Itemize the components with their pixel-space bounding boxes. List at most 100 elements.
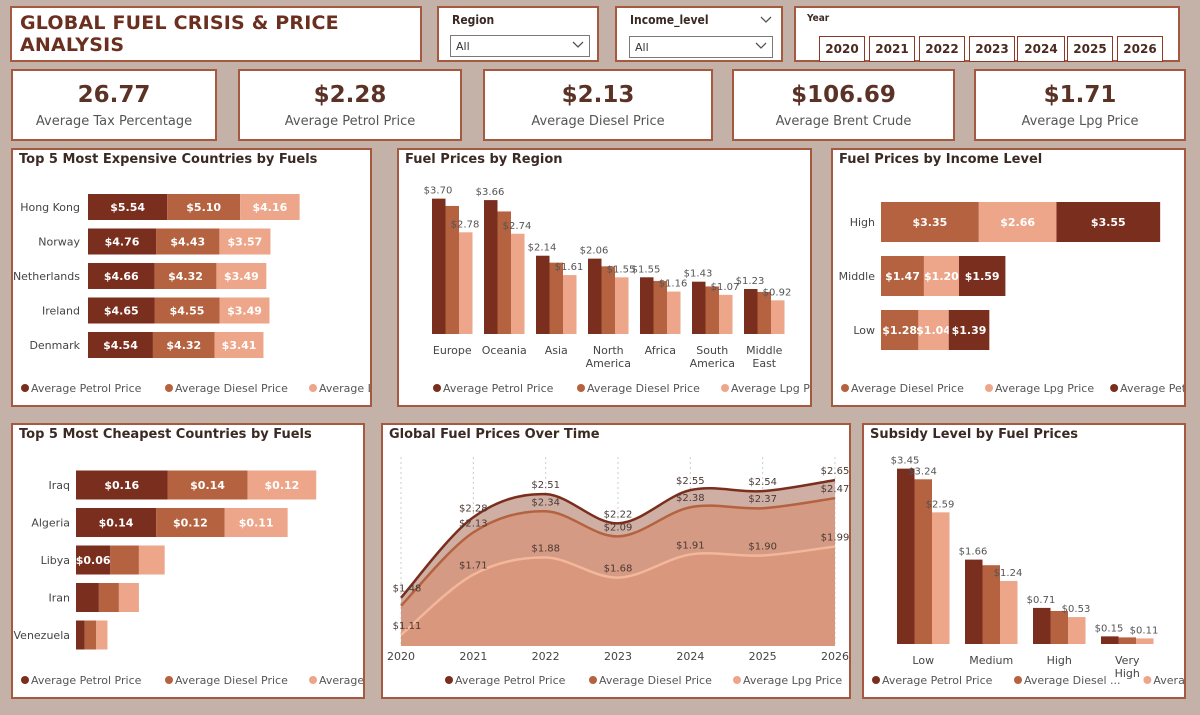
data-label: $2.28 <box>459 503 488 514</box>
chart-title: Fuel Prices by Region <box>405 152 563 167</box>
bar-segment <box>76 545 111 575</box>
bar <box>497 211 511 334</box>
x-tick-label: 2021 <box>459 650 487 663</box>
data-label: $2.38 <box>676 493 705 504</box>
region-dropdown-value: All <box>456 40 470 53</box>
dashboard-title-card: GLOBAL FUEL CRISIS & PRICE ANALYSIS <box>10 6 422 62</box>
bar-value-label: $4.32 <box>166 339 201 352</box>
year-button-2025[interactable]: 2025 <box>1067 36 1113 62</box>
bar <box>692 281 706 334</box>
bar-value-label: $1.23 <box>736 276 765 287</box>
legend-marker <box>1014 676 1022 684</box>
chart-plot: Low Medium High VeryHigh$3.45$3.24$2.59$1.6… <box>872 456 1184 687</box>
legend-marker <box>577 384 585 392</box>
kpi-label: Average Diesel Price <box>531 113 665 129</box>
kpi-lpg-card: $1.71 Average Lpg Price <box>974 69 1186 141</box>
bar <box>1050 610 1068 644</box>
bar-value-label: $2.78 <box>451 219 480 230</box>
category-label: Middle <box>839 270 876 283</box>
year-button-2026[interactable]: 2026 <box>1117 36 1163 62</box>
category-label: Europe <box>433 344 472 357</box>
data-label: $1.71 <box>459 561 488 572</box>
kpi-label: Average Brent Crude <box>775 113 912 129</box>
data-label: $1.99 <box>821 532 849 543</box>
category-label: Norway <box>38 236 80 249</box>
kpi-value: $2.13 <box>561 81 635 108</box>
bar-segment <box>118 583 139 612</box>
category-label: America <box>586 357 631 370</box>
chevron-down-icon <box>755 42 767 49</box>
year-button-2022[interactable]: 2022 <box>919 36 965 62</box>
bar <box>1101 636 1119 644</box>
bar <box>445 205 459 334</box>
bar-segment <box>219 297 270 324</box>
bar-value-label: $0.12 <box>265 479 300 492</box>
year-button-2023[interactable]: 2023 <box>969 36 1015 62</box>
bar-value-label: $0.11 <box>239 517 274 530</box>
bar-segment <box>156 508 225 537</box>
category-label: Denmark <box>29 339 80 352</box>
data-label: $1.11 <box>393 621 422 632</box>
bar-segment <box>152 332 215 358</box>
bar-segment <box>881 310 919 350</box>
bar <box>432 198 446 334</box>
bar-value-label: $1.07 <box>711 282 740 293</box>
chevron-down-icon[interactable] <box>760 15 772 25</box>
series-line <box>400 496 836 607</box>
bar-segment <box>219 228 271 255</box>
year-button-2020[interactable]: 2020 <box>819 36 865 62</box>
category-label: High <box>1047 654 1072 667</box>
region-dropdown[interactable]: All <box>450 35 590 57</box>
bar-segment <box>881 202 979 242</box>
subsidy-level-chart: Subsidy Level by Fuel Prices Low Medium Hi… <box>862 423 1186 699</box>
income-slicer-label: Income_level <box>630 13 709 27</box>
year-button-2021[interactable]: 2021 <box>869 36 915 62</box>
bar <box>965 559 983 644</box>
legend-label: Average Diesel Price <box>175 382 288 395</box>
dashboard-title: GLOBAL FUEL CRISIS & PRICE ANALYSIS <box>20 12 339 56</box>
kpi-brent-card: $106.69 Average Brent Crude <box>732 69 955 141</box>
bar-value-label: $1.59 <box>965 270 1000 283</box>
income-dropdown[interactable]: All <box>629 36 773 58</box>
legend-marker <box>733 676 741 684</box>
category-label: East <box>752 357 776 370</box>
x-tick-label: 2020 <box>387 650 415 663</box>
bar-segment <box>214 332 264 358</box>
legend-marker <box>21 384 29 392</box>
year-button-2024[interactable]: 2024 <box>1017 36 1065 62</box>
bar-segment <box>923 256 959 296</box>
category-label: Venezuela <box>14 629 71 642</box>
region-prices-chart: Fuel Prices by Region Europe Oceania Asia N… <box>397 148 812 407</box>
kpi-petrol-card: $2.28 Average Petrol Price <box>238 69 462 141</box>
bar-value-label: $0.14 <box>190 479 225 492</box>
legend-marker <box>445 676 453 684</box>
bar <box>563 275 577 334</box>
bar <box>1136 638 1154 644</box>
bar-value-label: $1.43 <box>684 269 713 280</box>
bar-value-label: $3.55 <box>1091 216 1126 229</box>
category-label: Ireland <box>42 305 80 318</box>
bar-value-label: $3.41 <box>222 339 257 352</box>
bar-value-label: $0.92 <box>763 287 792 298</box>
bar <box>601 266 615 334</box>
category-label: America <box>690 357 735 370</box>
data-label: $2.34 <box>531 497 560 508</box>
bar <box>705 286 719 334</box>
bar-value-label: $0.53 <box>1062 604 1091 615</box>
bar-value-label: $3.66 <box>476 187 505 198</box>
bar <box>511 233 525 334</box>
category-label: Asia <box>545 344 568 357</box>
category-label: Algeria <box>31 517 70 530</box>
bar-value-label: $1.20 <box>924 270 959 283</box>
legend-label: Average Diesel Price <box>599 674 712 687</box>
bar-segment <box>167 470 248 500</box>
x-tick-label: 2022 <box>532 650 560 663</box>
bar-value-label: $5.54 <box>110 201 145 214</box>
x-tick-label: 2024 <box>676 650 704 663</box>
data-label: $1.48 <box>393 584 422 595</box>
fuel-prices-over-time-chart: Global Fuel Prices Over Time 2020 2021 202… <box>381 423 851 699</box>
bar-value-label: $2.14 <box>528 243 557 254</box>
data-label: $1.88 <box>531 544 560 555</box>
bar <box>459 232 473 334</box>
category-label: Oceania <box>482 344 527 357</box>
